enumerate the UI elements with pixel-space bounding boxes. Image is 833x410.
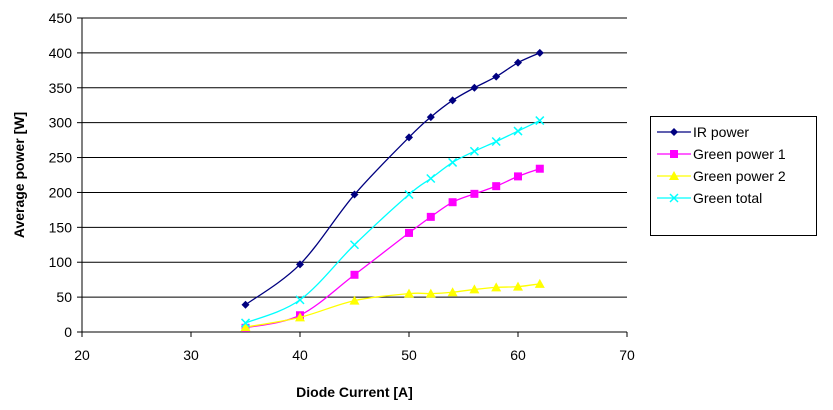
x-tick-label: 20 bbox=[74, 347, 90, 363]
marker-stroke bbox=[669, 193, 679, 203]
legend-swatch-green-power-1 bbox=[657, 150, 691, 158]
marker-stroke bbox=[295, 295, 305, 305]
series-green-power-2 bbox=[240, 278, 545, 332]
marker-stroke bbox=[426, 173, 436, 184]
data-point-green-power-1 bbox=[470, 189, 479, 198]
data-point-ir-power bbox=[470, 83, 479, 92]
data-point-green-power-2 bbox=[513, 281, 523, 291]
data-point-green-total bbox=[295, 295, 305, 305]
data-point-ir-power bbox=[426, 113, 435, 122]
data-point-green-total bbox=[469, 146, 479, 156]
y-tick-label: 450 bbox=[49, 10, 73, 26]
series-line-green-power-2 bbox=[245, 283, 540, 328]
data-point-ir-power bbox=[448, 96, 457, 105]
legend-marker bbox=[669, 171, 679, 180]
data-point-green-power-2 bbox=[295, 312, 305, 322]
legend: IR power Green power 1 Green power 2 Gre… bbox=[650, 116, 817, 236]
legend-swatch-green-total bbox=[657, 193, 691, 203]
y-tick-label: 0 bbox=[64, 324, 72, 340]
data-point-green-total bbox=[491, 136, 501, 147]
data-point-green-power-1 bbox=[535, 164, 544, 173]
data-point-green-total bbox=[240, 318, 251, 328]
legend-item-green-power-2: Green power 2 bbox=[651, 165, 816, 187]
grid-lines bbox=[82, 17, 627, 298]
data-point-green-total bbox=[535, 116, 545, 126]
data-point-green-total bbox=[513, 126, 523, 136]
x-tick-label: 70 bbox=[619, 347, 635, 363]
data-point-green-total bbox=[349, 240, 360, 250]
y-tick-label: 300 bbox=[49, 115, 73, 131]
series-ir-power bbox=[241, 48, 544, 309]
series-line-green-total bbox=[245, 119, 541, 324]
data-point-green-power-1 bbox=[426, 212, 435, 221]
tick-labels: 0 50 100 150 200 250 300 350 400 450 20 30 40 50 60 70 bbox=[49, 10, 635, 363]
data-point-green-power-2 bbox=[491, 282, 502, 292]
y-tick-label: 400 bbox=[49, 45, 73, 61]
data-point-ir-power bbox=[405, 133, 413, 142]
data-point-ir-power bbox=[296, 260, 304, 269]
axes bbox=[77, 17, 628, 337]
data-point-green-power-2 bbox=[404, 288, 414, 298]
data-point-green-power-2 bbox=[240, 322, 251, 332]
data-point-green-power-2 bbox=[425, 288, 436, 298]
y-tick-label: 100 bbox=[49, 254, 73, 270]
x-tick-label: 40 bbox=[292, 347, 308, 363]
marker-stroke bbox=[491, 136, 501, 147]
legend-item-green-power-1: Green power 1 bbox=[651, 143, 816, 165]
legend-item-green-total: Green total bbox=[651, 187, 816, 209]
data-point-ir-power bbox=[535, 48, 544, 57]
data-point-green-power-2 bbox=[534, 278, 545, 288]
data-point-ir-power bbox=[241, 300, 250, 309]
marker-stroke bbox=[513, 126, 523, 136]
y-axis-title: Average power [W] bbox=[11, 112, 27, 238]
legend-label: IR power bbox=[693, 124, 750, 140]
legend-label: Green total bbox=[693, 190, 763, 206]
legend-label: Green power 2 bbox=[693, 168, 786, 184]
data-point-green-power-2 bbox=[349, 295, 360, 305]
x-tick-label: 60 bbox=[510, 347, 526, 363]
series-group bbox=[240, 48, 545, 332]
marker-stroke bbox=[469, 146, 479, 156]
x-tick-label: 50 bbox=[401, 347, 417, 363]
data-point-green-total bbox=[404, 190, 414, 200]
data-point-green-total bbox=[426, 173, 436, 184]
y-tick-label: 150 bbox=[49, 219, 73, 235]
data-point-ir-power bbox=[514, 58, 522, 67]
data-point-green-power-2 bbox=[447, 287, 458, 297]
y-tick-label: 200 bbox=[49, 184, 73, 200]
legend-swatch-ir-power bbox=[657, 128, 691, 136]
marker-stroke bbox=[240, 318, 251, 328]
legend-swatch-green-power-2 bbox=[657, 171, 691, 180]
series-green-total bbox=[240, 116, 545, 328]
data-point-green-power-1 bbox=[405, 228, 413, 237]
legend-marker bbox=[670, 128, 678, 136]
legend-label: Green power 1 bbox=[693, 146, 786, 162]
x-axis-title: Diode Current [A] bbox=[296, 384, 413, 400]
series-line-green-power-1 bbox=[245, 168, 541, 329]
data-point-ir-power bbox=[350, 190, 359, 199]
data-point-green-power-1 bbox=[448, 198, 457, 207]
x-tick-label: 30 bbox=[183, 347, 199, 363]
marker-stroke bbox=[448, 157, 458, 167]
marker-stroke bbox=[349, 240, 360, 250]
y-tick-label: 50 bbox=[56, 289, 72, 305]
marker-stroke bbox=[404, 190, 414, 200]
marker-stroke bbox=[535, 116, 545, 126]
legend-marker bbox=[669, 193, 679, 203]
legend-item-ir-power: IR power bbox=[651, 121, 816, 143]
data-point-green-power-1 bbox=[350, 270, 359, 279]
data-point-green-total bbox=[448, 157, 458, 167]
y-tick-label: 350 bbox=[49, 80, 73, 96]
y-tick-label: 250 bbox=[49, 150, 73, 166]
series-line-ir-power bbox=[245, 52, 541, 306]
data-point-green-power-1 bbox=[514, 172, 522, 181]
data-point-green-power-1 bbox=[492, 182, 501, 191]
data-point-ir-power bbox=[492, 72, 501, 81]
legend-marker bbox=[670, 150, 678, 158]
data-point-green-power-2 bbox=[469, 284, 480, 294]
